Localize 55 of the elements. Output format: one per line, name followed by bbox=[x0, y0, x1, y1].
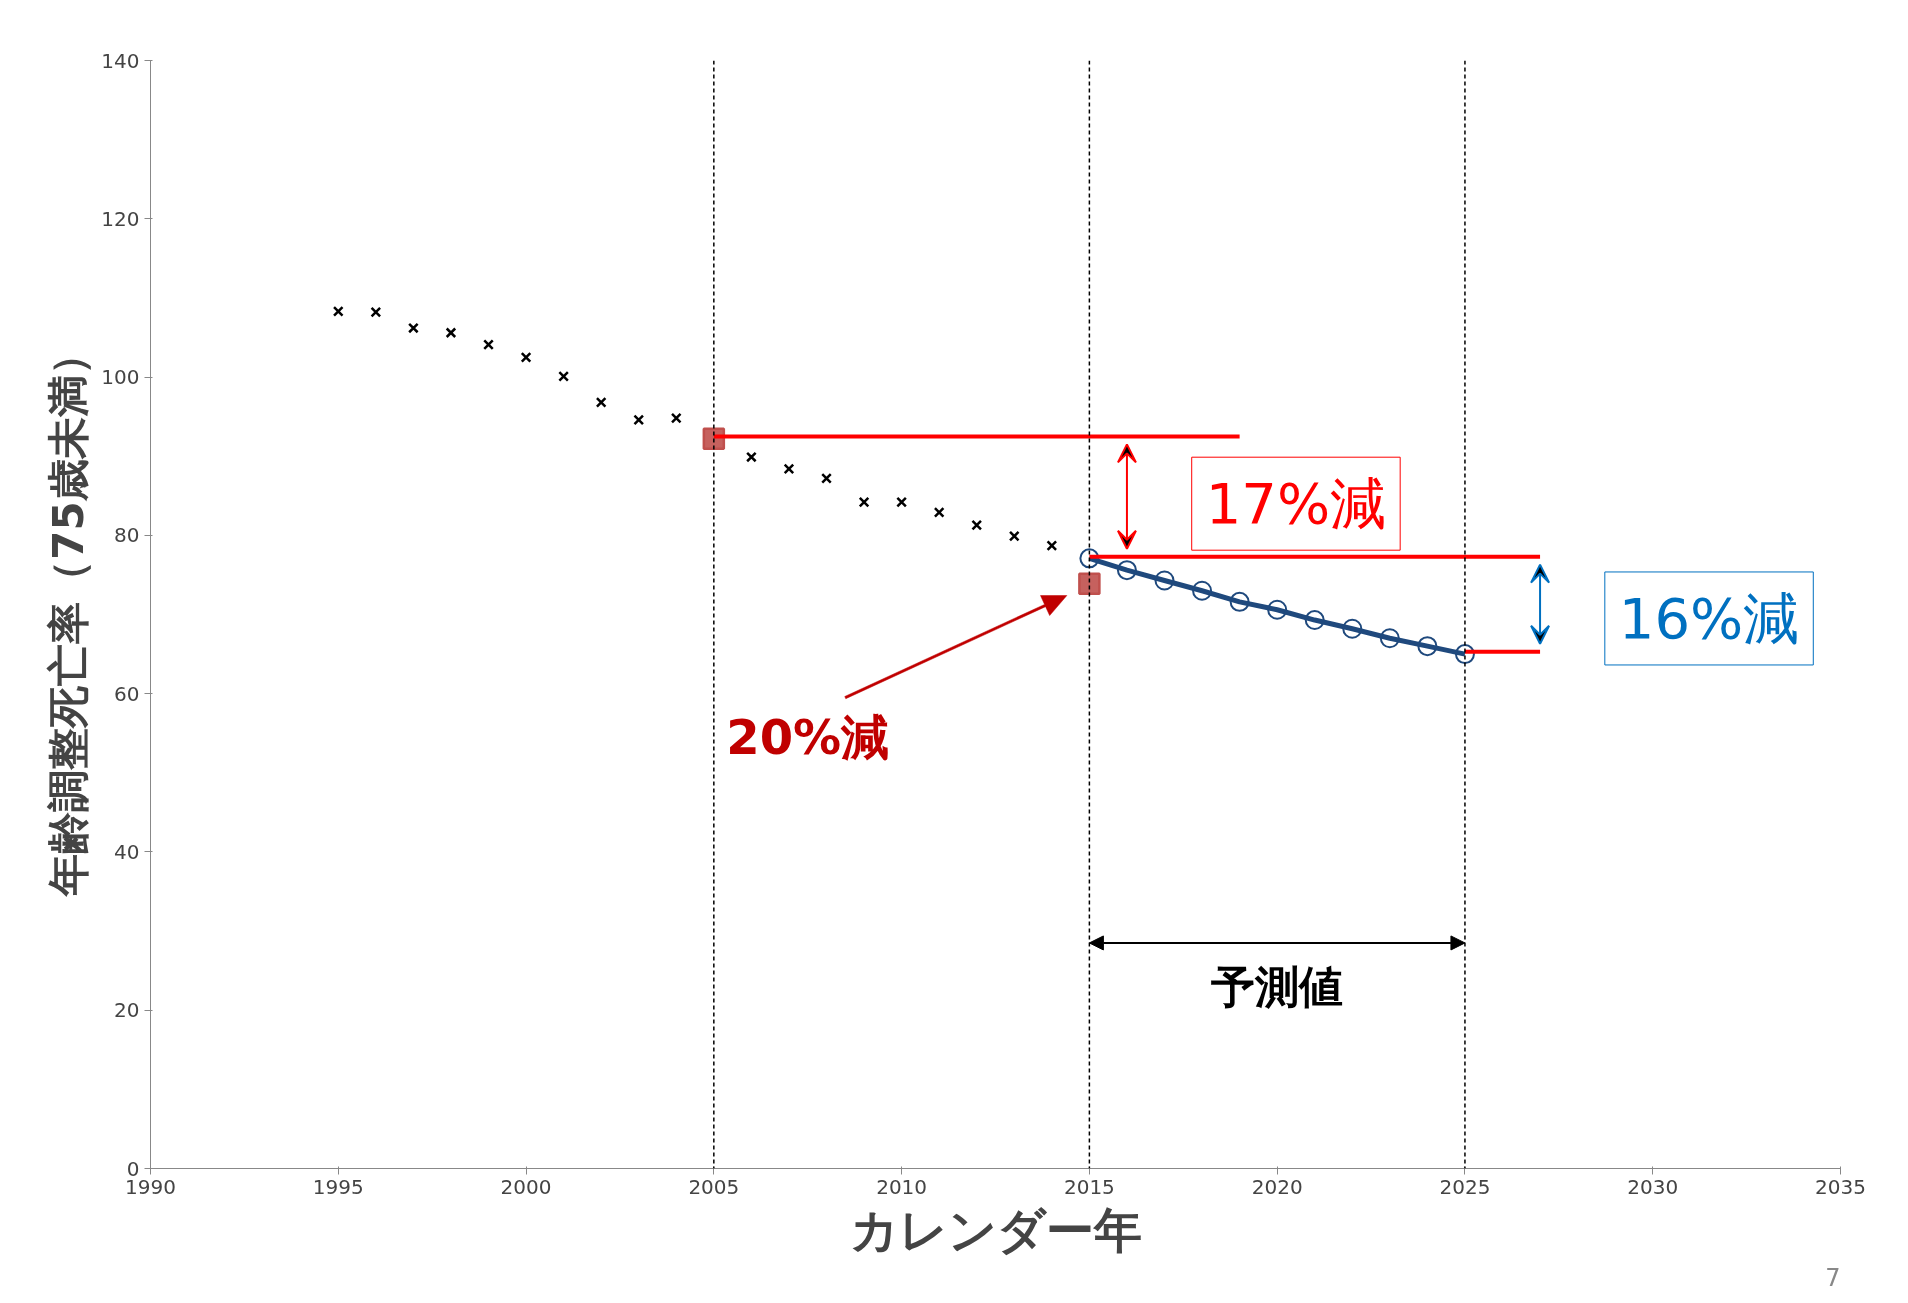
point bbox=[1304, 610, 1325, 631]
point bbox=[1379, 628, 1400, 649]
x-tick-label: 2030 bbox=[1627, 1174, 1679, 1199]
point bbox=[1342, 618, 1363, 639]
point bbox=[1192, 580, 1213, 601]
point bbox=[558, 370, 570, 382]
point bbox=[332, 305, 344, 317]
point bbox=[1116, 560, 1137, 581]
y-tick-label: 100 bbox=[101, 365, 140, 390]
point bbox=[1267, 599, 1288, 620]
x-tick-label: 2010 bbox=[876, 1174, 928, 1199]
x-tick-label: 2035 bbox=[1815, 1174, 1866, 1199]
annotation: 16%減 bbox=[1618, 585, 1800, 651]
y-tick-label: 0 bbox=[126, 1156, 140, 1181]
point bbox=[896, 496, 908, 508]
x-axis-title: カレンダー年 bbox=[849, 1201, 1142, 1258]
point bbox=[670, 412, 682, 424]
x-tick-label: 2025 bbox=[1439, 1174, 1491, 1199]
y-tick-label: 40 bbox=[114, 839, 140, 864]
point bbox=[933, 506, 945, 518]
point bbox=[1454, 644, 1475, 665]
point bbox=[1417, 636, 1438, 657]
y-tick-label: 20 bbox=[114, 998, 140, 1023]
point bbox=[858, 496, 870, 508]
x-tick-label: 2005 bbox=[688, 1174, 740, 1199]
point bbox=[520, 351, 532, 363]
point bbox=[1079, 548, 1100, 569]
text: 7 bbox=[1825, 1263, 1841, 1292]
x-tick-label: 1995 bbox=[312, 1174, 364, 1199]
annotation: 予測値 bbox=[1211, 960, 1344, 1012]
x-tick-label: 2020 bbox=[1251, 1174, 1303, 1199]
annotation: 17%減 bbox=[1205, 471, 1387, 537]
point bbox=[971, 519, 983, 531]
point bbox=[821, 472, 832, 484]
y-tick-label: 120 bbox=[101, 206, 140, 231]
point bbox=[745, 451, 757, 463]
point bbox=[1154, 570, 1175, 591]
point bbox=[483, 339, 494, 351]
x-tick-label: 2015 bbox=[1063, 1174, 1115, 1199]
point bbox=[1008, 530, 1020, 542]
annotation: 20%減 bbox=[726, 709, 890, 766]
y-tick-label: 60 bbox=[114, 681, 140, 706]
point bbox=[1046, 540, 1058, 552]
y-axis-title: 年齢調整死亡率（75歳未満） bbox=[44, 333, 94, 897]
point bbox=[370, 306, 382, 318]
point bbox=[1078, 572, 1101, 595]
point bbox=[445, 327, 457, 339]
x-tick-label: 2000 bbox=[500, 1174, 552, 1199]
point bbox=[407, 322, 419, 334]
y-tick-label: 80 bbox=[114, 523, 140, 548]
point bbox=[633, 414, 645, 426]
point bbox=[1229, 591, 1250, 612]
point bbox=[783, 463, 795, 475]
point bbox=[595, 396, 607, 408]
y-tick-label: 140 bbox=[101, 48, 140, 73]
